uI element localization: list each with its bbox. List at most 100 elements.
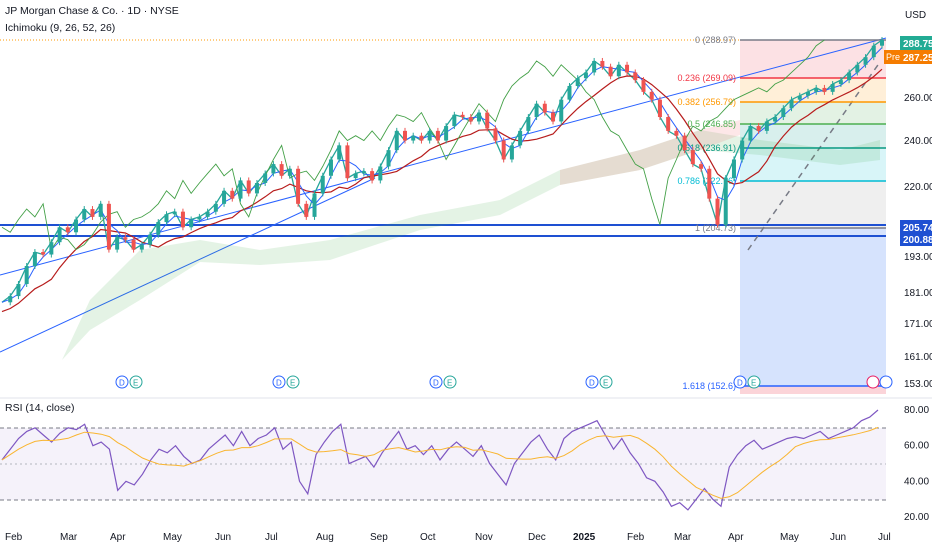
- candle-body: [592, 60, 597, 73]
- fib-level-label: 0.618 (236.91): [677, 143, 736, 153]
- candle-body: [756, 126, 761, 131]
- candle-body: [378, 166, 383, 181]
- candle-body: [616, 64, 621, 77]
- rsi-legend[interactable]: RSI (14, close): [5, 402, 75, 414]
- price-tick: 181.00: [904, 288, 932, 299]
- candle-body: [657, 99, 662, 118]
- candle-body: [296, 168, 301, 204]
- news-icon: [879, 375, 893, 389]
- rsi-tick: 60.00: [904, 441, 929, 452]
- rsi-tick: 80.00: [904, 405, 929, 416]
- candle-body: [830, 84, 835, 92]
- candle-body: [197, 216, 202, 220]
- candle-body: [485, 112, 490, 129]
- candle-body: [65, 227, 70, 233]
- time-tick: Jul: [265, 532, 278, 543]
- candle-body: [723, 178, 728, 225]
- candle-body: [106, 203, 111, 250]
- rsi-line: [1, 409, 879, 511]
- time-tick: Oct: [420, 532, 436, 543]
- candle-body: [320, 175, 325, 194]
- time-tick: Feb: [627, 532, 645, 543]
- candle-body: [49, 242, 54, 255]
- price-badge: [900, 232, 932, 246]
- price-badge-label: 200.88: [903, 235, 932, 246]
- candle-body: [674, 130, 679, 136]
- candle-body: [139, 244, 144, 250]
- candle-body: [427, 130, 432, 141]
- price-tick: 193.00: [904, 252, 932, 263]
- price-tick: 161.00: [904, 352, 932, 363]
- candle-body: [863, 57, 868, 65]
- earnings-icon: [286, 375, 300, 389]
- candle-body: [748, 126, 753, 141]
- candle-body: [90, 209, 95, 217]
- candle-body: [838, 80, 843, 85]
- price-tick: 220.00: [904, 182, 932, 193]
- candle-body: [345, 145, 350, 179]
- candle-body: [477, 112, 482, 122]
- candle-body: [509, 145, 514, 160]
- time-tick: Jun: [830, 532, 846, 543]
- channel-upper[interactable]: [0, 37, 887, 276]
- time-tick: Jun: [215, 532, 231, 543]
- dividend-icon: [733, 375, 747, 389]
- candle-body: [287, 168, 292, 176]
- earnings-icon: [443, 375, 457, 389]
- time-tick: Apr: [110, 532, 126, 543]
- candle-body: [172, 211, 177, 215]
- dividend-icon: [429, 375, 443, 389]
- candle-body: [271, 164, 276, 174]
- candle-body: [567, 85, 572, 100]
- rsi-tick: 20.00: [904, 512, 929, 523]
- candle-body: [238, 180, 243, 199]
- time-tick: Apr: [728, 532, 744, 543]
- chikou-line: [1, 39, 825, 251]
- candle-body: [180, 211, 185, 228]
- candle-body: [608, 66, 613, 77]
- dividend-icon-label: D: [119, 379, 125, 388]
- candle-body: [189, 219, 194, 228]
- candle-body: [411, 135, 416, 141]
- candle-body: [164, 214, 169, 223]
- earnings-icon: [599, 375, 613, 389]
- time-axis[interactable]: Feb Mar Apr May Jun Jul Aug Sep Oct Nov Dec 2025 Feb…: [5, 532, 891, 543]
- candle-body: [649, 91, 654, 100]
- candle-body: [444, 126, 449, 141]
- candle-body: [394, 130, 399, 151]
- time-tick: Sep: [370, 532, 388, 543]
- candle-body: [353, 173, 358, 179]
- candle-body: [419, 135, 424, 141]
- candle-body: [82, 209, 87, 220]
- candle-body: [131, 239, 136, 250]
- earnings-icon-label: E: [603, 379, 608, 388]
- price-axis[interactable]: 260.00 240.00 220.00 193.00 181.00 171.00 161.…: [904, 93, 932, 390]
- candle-body: [386, 150, 391, 167]
- price-badge: [900, 220, 932, 234]
- price-badge-tag-label: Pre: [886, 52, 900, 62]
- candle-body: [625, 64, 630, 73]
- candle-body: [666, 117, 671, 131]
- earnings-icon-label: E: [290, 379, 295, 388]
- time-tick: Dec: [528, 532, 546, 543]
- candle-body: [633, 72, 638, 81]
- time-tick: 2025: [573, 532, 596, 543]
- time-tick: May: [780, 532, 799, 543]
- candle-body: [8, 296, 13, 303]
- rsi-axis: 80.00 60.00 40.00 20.00: [904, 405, 929, 523]
- candle-body: [361, 171, 366, 174]
- candle-body: [148, 234, 153, 245]
- dividend-icon-label: D: [433, 379, 439, 388]
- time-tick: Jul: [878, 532, 891, 543]
- candle-body: [230, 190, 235, 199]
- candle-body: [740, 140, 745, 160]
- price-tick: 240.00: [904, 136, 932, 147]
- ichimoku-legend[interactable]: Ichimoku (9, 26, 52, 26): [5, 22, 116, 34]
- channel-lower[interactable]: [0, 177, 376, 353]
- time-tick: Feb: [5, 532, 23, 543]
- price-tick: 171.00: [904, 319, 932, 330]
